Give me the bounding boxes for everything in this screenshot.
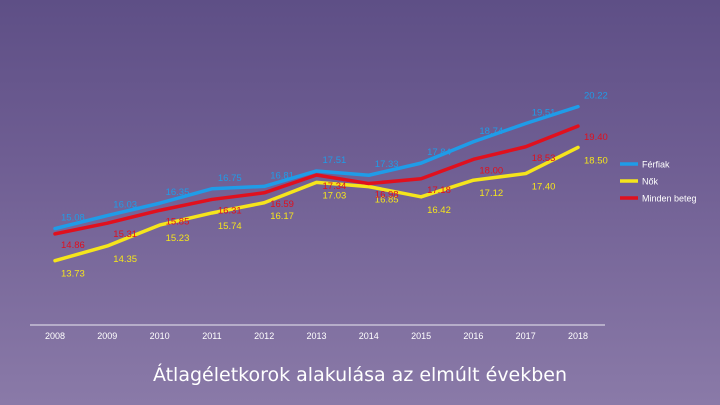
data-labels: 15.08 16.03 16.35 16.75 16.81 17.51 17.33 17.84… (61, 91, 608, 280)
data-label: 15.85 (166, 216, 190, 227)
data-label: 16.35 (166, 187, 190, 198)
x-tick-label: 2014 (359, 331, 379, 341)
data-label: 15.31 (113, 229, 137, 240)
data-label: 17.12 (479, 188, 503, 199)
data-label: 19.40 (584, 132, 608, 143)
data-label: 18.00 (479, 165, 503, 176)
data-label: 20.22 (584, 91, 608, 102)
data-label: 13.73 (61, 269, 85, 280)
data-label: 16.81 (270, 170, 294, 181)
x-tick-label: 2009 (97, 331, 117, 341)
data-label: 18.53 (532, 153, 556, 164)
data-label: 16.17 (270, 211, 294, 222)
series-lines (53, 104, 580, 263)
data-label: 14.86 (61, 240, 85, 251)
data-label: 16.03 (113, 200, 137, 211)
data-label: 15.74 (218, 221, 242, 232)
legend-label: Nők (642, 177, 659, 187)
series-line-1 (53, 104, 580, 231)
data-label: 16.42 (427, 205, 451, 216)
series-line-2 (53, 145, 580, 263)
x-tick-label: 2013 (306, 331, 326, 341)
data-label: 16.31 (218, 205, 242, 216)
data-label: 17.40 (532, 182, 556, 193)
data-label: 17.18 (427, 185, 451, 196)
data-label: 14.35 (113, 254, 137, 265)
x-axis: 2008 2009 2010 2011 2012 2013 2014 2015 2016 2017… (30, 324, 605, 341)
x-tick-label: 2012 (254, 331, 274, 341)
x-tick-label: 2016 (463, 331, 483, 341)
x-tick-label: 2018 (568, 331, 588, 341)
data-label: 15.23 (166, 233, 190, 244)
data-label: 17.33 (375, 159, 399, 170)
x-tick-label: 2008 (45, 331, 65, 341)
data-label: 17.51 (323, 155, 347, 166)
data-label: 17.34 (323, 181, 347, 192)
x-tick-label: 2011 (202, 331, 221, 341)
series-line-3 (53, 124, 580, 236)
data-label: 16.98 (375, 190, 399, 201)
legend-label: Férfiak (642, 160, 670, 170)
data-label: 18.50 (584, 155, 608, 166)
legend-label: Minden beteg (642, 194, 697, 204)
legend: Férfiak Nők Minden beteg (620, 160, 697, 204)
x-tick-label: 2017 (516, 331, 536, 341)
data-label: 18.74 (479, 126, 503, 137)
data-label: 16.75 (218, 173, 242, 184)
data-label: 16.85 (375, 195, 399, 206)
data-label: 15.08 (61, 213, 85, 224)
slide-title: Átlagéletkorok alakulása az elmúlt évekb… (152, 364, 568, 386)
data-label: 17.84 (427, 147, 451, 158)
data-label: 17.03 (323, 190, 347, 201)
x-tick-label: 2015 (411, 331, 431, 341)
data-label: 19.51 (532, 107, 556, 118)
data-label: 16.59 (270, 199, 294, 210)
x-tick-label: 2010 (150, 331, 170, 341)
